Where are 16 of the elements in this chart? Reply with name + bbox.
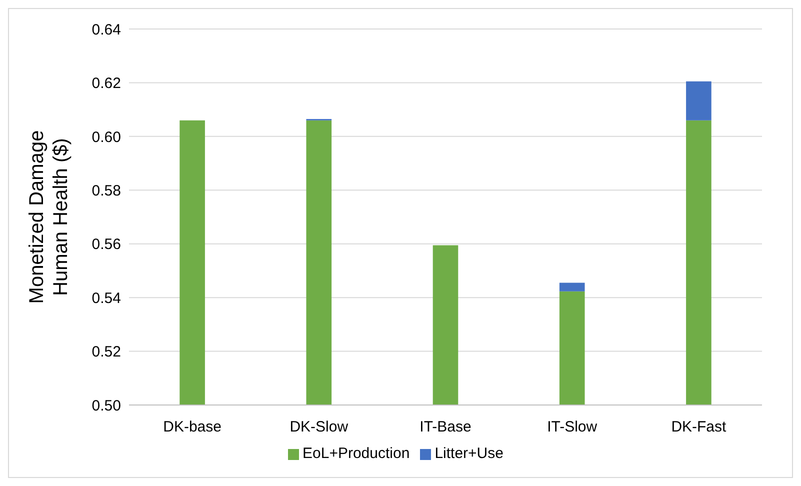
x-tick-label: IT-Base — [420, 418, 472, 436]
y-tick-label: 0.60 — [92, 128, 121, 146]
x-tick-label: IT-Slow — [547, 418, 598, 436]
legend-label: Litter+Use — [434, 445, 504, 462]
y-tick-label: 0.52 — [92, 344, 121, 361]
x-tick-label: DK-Slow — [290, 418, 348, 436]
y-tick-label: 0.64 — [92, 21, 121, 38]
legend-label: EoL+Production — [302, 445, 410, 462]
y-axis-title: Monetized Damage Human Health ($) — [26, 130, 72, 304]
x-tick-label: DK-base — [163, 418, 222, 436]
y-tick-label: 0.50 — [92, 397, 121, 414]
y-tick-label: 0.54 — [92, 290, 121, 307]
y-tick-label: 0.56 — [92, 236, 121, 254]
y-tick-label: 0.62 — [92, 75, 121, 92]
x-tick-label: DK-Fast — [671, 418, 728, 436]
y-tick-label: 0.58 — [92, 182, 121, 200]
